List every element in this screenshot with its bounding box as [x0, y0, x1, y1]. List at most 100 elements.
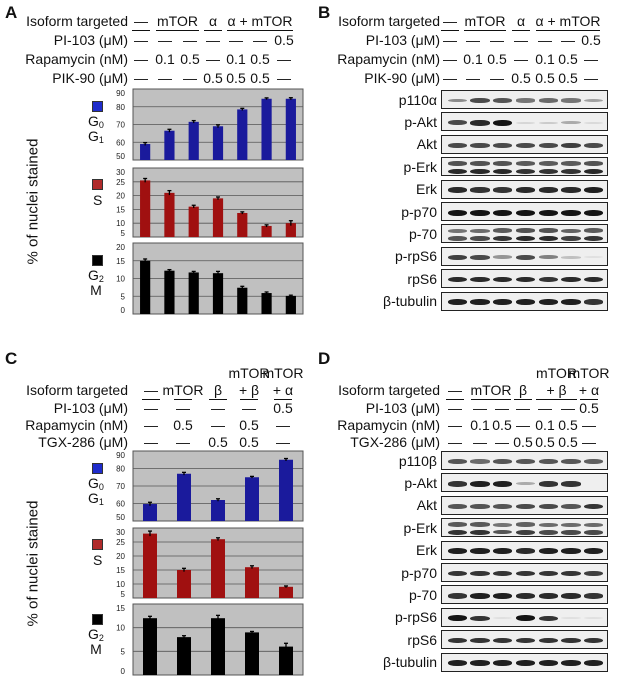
header-value: —: [448, 400, 462, 416]
blot-band: [447, 593, 467, 599]
blot-band: [493, 142, 513, 148]
blot-label: β-tubulin: [383, 654, 437, 671]
blot-band: [515, 276, 536, 283]
blot-band: [493, 276, 513, 283]
header-label-3: TGX-286 (μM): [350, 434, 440, 450]
y-tick-label: 5: [121, 292, 126, 301]
header-value: 0.5: [492, 417, 512, 433]
header-value: —: [490, 32, 504, 48]
blot-band: [470, 209, 490, 216]
header-value: —: [134, 51, 148, 67]
bar: [211, 618, 225, 675]
blot-band: [538, 615, 558, 621]
blot-band: [493, 522, 513, 527]
blot-band: [470, 615, 490, 621]
blot-band: [515, 254, 536, 260]
blot-band: [447, 522, 467, 527]
blot-band: [515, 168, 536, 175]
header-value: —: [242, 400, 256, 416]
group-underline: [441, 30, 459, 31]
bar: [237, 287, 248, 314]
header-value: —: [443, 51, 457, 67]
blot-band: [515, 142, 536, 148]
blot-strip: [441, 451, 608, 470]
blot-strip: [441, 495, 608, 515]
header-value: 0.5: [558, 70, 578, 86]
blot-strip: [441, 540, 608, 560]
blot-band: [447, 276, 467, 283]
blot-band: [515, 522, 536, 527]
panel-letter-a: A: [5, 3, 18, 22]
group-underline: [227, 30, 293, 31]
blot-band: [470, 98, 490, 103]
blot-band: [447, 209, 467, 216]
group-label: α + mTOR: [535, 13, 601, 29]
blot-band: [515, 660, 536, 666]
blot-band: [447, 637, 467, 644]
blot-band: [447, 254, 467, 260]
blot-strip: [441, 607, 608, 627]
blot-label: rpS6: [407, 631, 437, 648]
blot-band: [538, 228, 558, 233]
group-underline: [464, 30, 506, 31]
blot-strip: [441, 224, 608, 244]
header-value: —: [514, 32, 528, 48]
header-label-2: Rapamycin (nM): [25, 417, 128, 433]
blot-band: [493, 161, 513, 166]
blot-band: [493, 459, 513, 464]
legend-swatch-g2m-a: [92, 255, 103, 266]
legend-swatch-g0g1-a: [92, 101, 103, 112]
header-value: 0.5: [274, 32, 294, 48]
blot-band: [515, 299, 536, 305]
blot-band: [470, 161, 490, 166]
blot-band: [493, 503, 513, 509]
blot-band: [447, 615, 467, 622]
header-value: 0.5: [180, 51, 200, 67]
blot-band: [561, 570, 581, 577]
header-value: —: [144, 434, 158, 450]
blot-band: [538, 98, 558, 103]
blot-band: [538, 299, 558, 305]
blot-band: [515, 235, 536, 242]
blot-band: [515, 529, 536, 535]
blot-band: [538, 570, 558, 577]
panel-letter-d: D: [318, 349, 331, 368]
header-label-3: PIK-90 (μM): [364, 70, 440, 86]
blot-band: [583, 121, 604, 125]
header-value: —: [561, 400, 575, 416]
header-label-0: Isoform targeted: [338, 382, 440, 398]
group-label: α: [208, 13, 218, 29]
header-value: 0.5: [250, 51, 270, 67]
header-value: —: [584, 70, 598, 86]
group-underline: [209, 399, 227, 400]
header-value: —: [158, 70, 172, 86]
blot-band: [583, 256, 604, 259]
header-value: 0.5: [513, 434, 533, 450]
blot-band: [470, 660, 490, 666]
blot-band: [447, 529, 467, 536]
group-label: —: [134, 13, 148, 29]
header-value: 0.1: [535, 51, 555, 67]
blot-label: p-70: [408, 225, 437, 242]
bar: [245, 477, 259, 521]
legend-label-s-c: S: [93, 552, 103, 568]
blot-band: [561, 660, 581, 666]
group-underline: [274, 399, 292, 400]
blot-band: [583, 187, 604, 193]
blot-band: [447, 120, 467, 126]
bar: [237, 212, 248, 237]
blot-band: [470, 480, 490, 487]
bar: [164, 192, 175, 237]
blot-band: [583, 637, 604, 644]
header-value: —: [538, 32, 552, 48]
blot-band: [447, 235, 467, 241]
blot-band: [583, 98, 604, 103]
blot-label: p110β: [398, 452, 437, 469]
header-value: 0.5: [535, 434, 555, 450]
blot-band: [561, 121, 581, 125]
header-value: 0.5: [173, 417, 193, 433]
header-label-2: Rapamycin (nM): [337, 417, 440, 433]
header-value: —: [176, 400, 190, 416]
y-tick-label: 60: [116, 138, 125, 147]
blot-band: [583, 548, 604, 554]
